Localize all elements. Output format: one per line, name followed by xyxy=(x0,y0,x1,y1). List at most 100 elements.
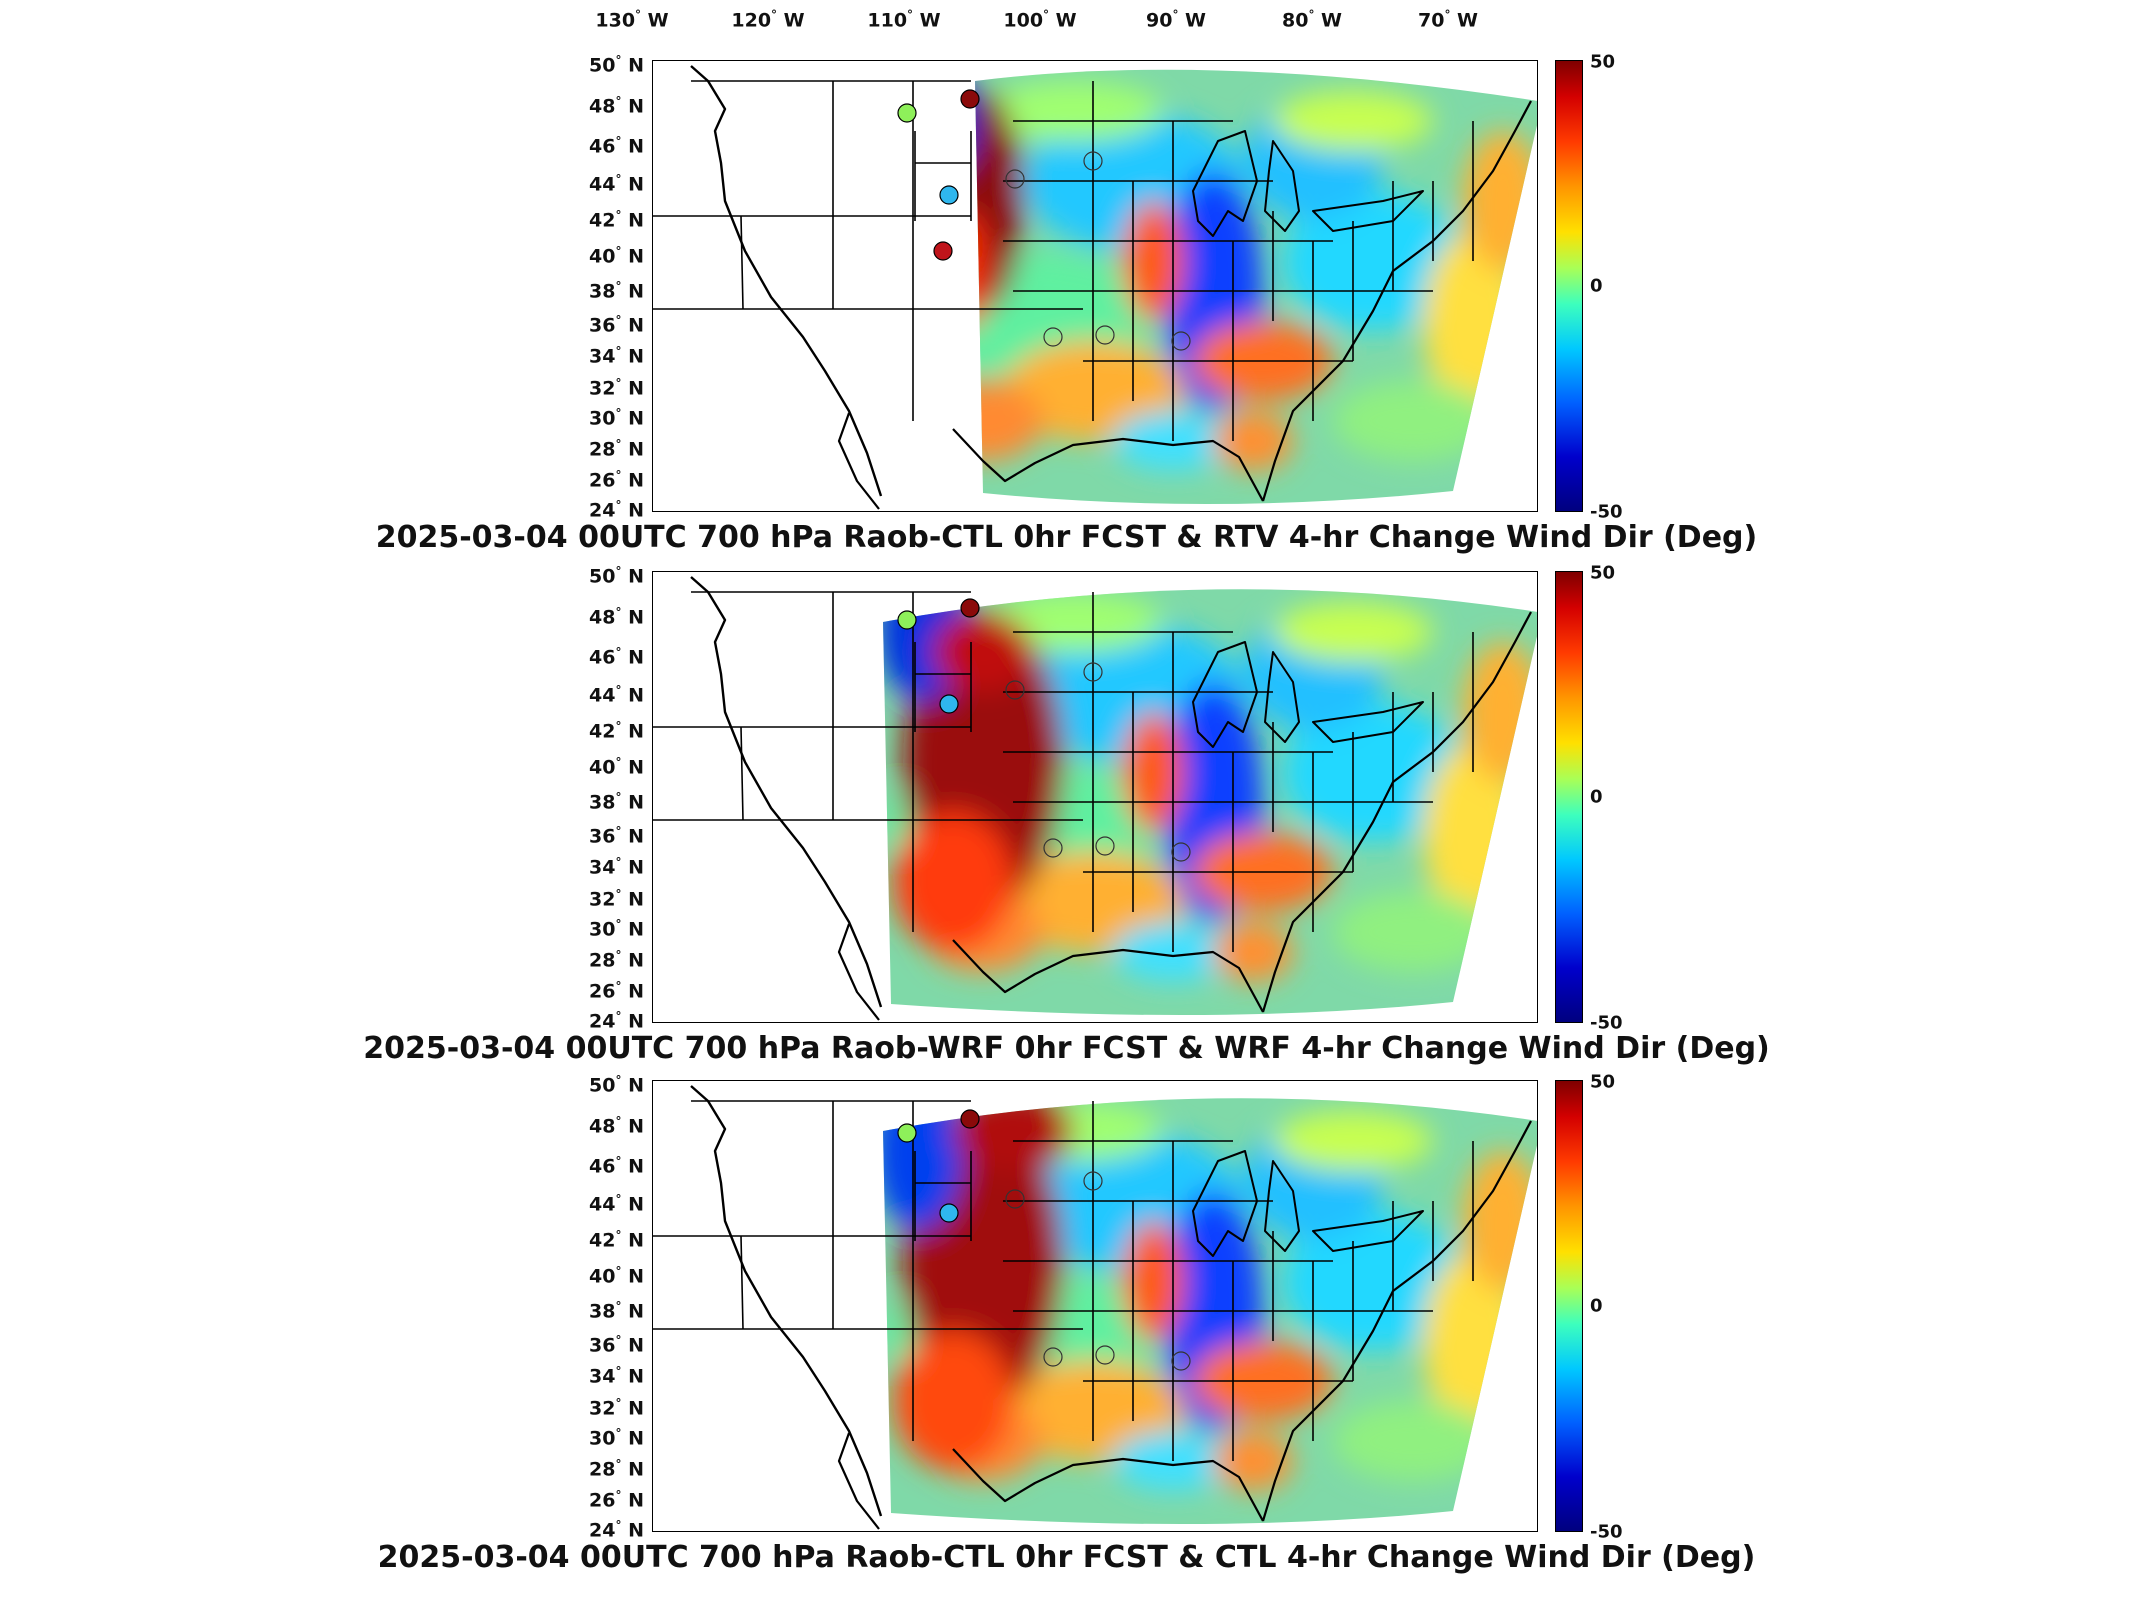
latitude-label: 40° N xyxy=(589,244,644,268)
latitude-label: 46° N xyxy=(589,645,644,669)
map-frame xyxy=(652,1080,1538,1532)
latitude-label: 32° N xyxy=(589,376,644,400)
station-marker xyxy=(933,241,953,261)
longitude-label: 70° W xyxy=(1417,8,1479,32)
field-region xyxy=(1123,201,1183,321)
station-marker xyxy=(897,610,917,630)
station-marker xyxy=(1171,1351,1191,1371)
colorbar-mid-label: 0 xyxy=(1590,1295,1603,1317)
latitude-label: 38° N xyxy=(589,1299,644,1323)
station-marker xyxy=(1171,842,1191,862)
station-marker xyxy=(1043,1347,1063,1367)
latitude-label: 26° N xyxy=(589,979,644,1003)
field-region xyxy=(893,812,1013,952)
station-marker xyxy=(1095,1345,1115,1365)
field-region xyxy=(1273,1111,1433,1171)
latitude-label: 48° N xyxy=(589,1114,644,1138)
latitude-label: 36° N xyxy=(589,824,644,848)
latitude-label: 34° N xyxy=(589,344,644,368)
field-region xyxy=(1333,1401,1493,1481)
latitude-label: 26° N xyxy=(589,1488,644,1512)
colorbar-mid-label: 0 xyxy=(1590,275,1603,297)
coastline xyxy=(690,576,883,1008)
latitude-label: 24° N xyxy=(589,498,644,522)
latitude-label: 42° N xyxy=(589,719,644,743)
field-region xyxy=(975,381,1043,461)
state-boundary xyxy=(740,215,744,310)
latitude-label: 44° N xyxy=(589,1192,644,1216)
longitude-label: 90° W xyxy=(1145,8,1207,32)
latitude-label: 48° N xyxy=(589,605,644,629)
wind-direction-field xyxy=(975,69,1537,505)
colorbar-mid-label: 0 xyxy=(1590,786,1603,808)
colorbar-min-label: -50 xyxy=(1590,1521,1623,1543)
longitude-label: 120° W xyxy=(731,8,805,32)
field-region xyxy=(975,91,1023,311)
field-region xyxy=(1333,892,1493,972)
latitude-label: 30° N xyxy=(589,1426,644,1450)
field-region xyxy=(1333,381,1493,461)
longitude-label: 100° W xyxy=(1003,8,1077,32)
map-panel-1: 50 0 -50 2025-03-04 00UTC 700 hPa Raob-C… xyxy=(0,52,2133,570)
station-marker xyxy=(1043,838,1063,858)
field-region xyxy=(1213,411,1293,471)
station-marker xyxy=(897,1123,917,1143)
station-marker xyxy=(939,185,959,205)
longitude-label: 110° W xyxy=(867,8,941,32)
station-marker xyxy=(1095,836,1115,856)
station-marker xyxy=(1095,325,1115,345)
station-marker xyxy=(1083,662,1103,682)
field-region xyxy=(975,211,986,331)
field-region xyxy=(1123,1221,1183,1341)
longitude-axis: 130° W 120° W 110° W 100° W 90° W 80° W 70° W xyxy=(0,0,2133,40)
station-marker xyxy=(960,1109,980,1129)
gulf-coastline xyxy=(952,939,1264,1013)
field-region xyxy=(1273,602,1433,662)
station-marker xyxy=(960,598,980,618)
station-marker xyxy=(1005,680,1025,700)
colorbar-min-label: -50 xyxy=(1590,1012,1623,1034)
map-frame xyxy=(652,571,1538,1023)
coastline xyxy=(690,65,883,497)
map-svg xyxy=(653,576,1537,1021)
station-marker xyxy=(1043,327,1063,347)
latitude-label: 42° N xyxy=(589,1228,644,1252)
station-marker xyxy=(939,1203,959,1223)
longitude-label: 130° W xyxy=(595,8,669,32)
colorbar-max-label: 50 xyxy=(1590,562,1616,584)
great-lakes xyxy=(1192,1150,1424,1257)
latitude-label: 46° N xyxy=(589,134,644,158)
latitude-label: 42° N xyxy=(589,208,644,232)
colorbar xyxy=(1555,571,1583,1023)
station-marker xyxy=(1083,1171,1103,1191)
latitude-label: 26° N xyxy=(589,468,644,492)
colorbar xyxy=(1555,1080,1583,1532)
station-marker xyxy=(1005,169,1025,189)
field-region xyxy=(1273,91,1433,151)
colorbar-max-label: 50 xyxy=(1590,1071,1616,1093)
latitude-label: 50° N xyxy=(589,53,644,77)
boundaries xyxy=(653,576,1532,1021)
latitude-label: 50° N xyxy=(589,564,644,588)
field-region xyxy=(933,612,1033,692)
latitude-label: 30° N xyxy=(589,406,644,430)
panel-title: 2025-03-04 00UTC 700 hPa Raob-CTL 0hr FC… xyxy=(377,1540,1756,1575)
colorbar-max-label: 50 xyxy=(1590,51,1616,73)
colorbar xyxy=(1555,60,1583,512)
map-panel-3: 50 0 -50 2025-03-04 00UTC 700 hPa Raob-C… xyxy=(0,1072,2133,1590)
map-panel-2: 50 0 -50 2025-03-04 00UTC 700 hPa Raob-W… xyxy=(0,563,2133,1081)
latitude-label: 48° N xyxy=(589,94,644,118)
station-marker xyxy=(1171,331,1191,351)
station-marker xyxy=(960,89,980,109)
baja-coastline xyxy=(837,412,880,510)
latitude-label: 28° N xyxy=(589,948,644,972)
state-boundary xyxy=(740,726,744,821)
latitude-label: 50° N xyxy=(589,1073,644,1097)
station-marker xyxy=(939,694,959,714)
baja-coastline xyxy=(837,923,880,1021)
field-region xyxy=(983,81,1163,141)
gulf-coastline xyxy=(952,1448,1264,1522)
latitude-label: 24° N xyxy=(589,1518,644,1542)
wind-direction-field xyxy=(883,589,1537,1016)
longitude-label: 80° W xyxy=(1281,8,1343,32)
